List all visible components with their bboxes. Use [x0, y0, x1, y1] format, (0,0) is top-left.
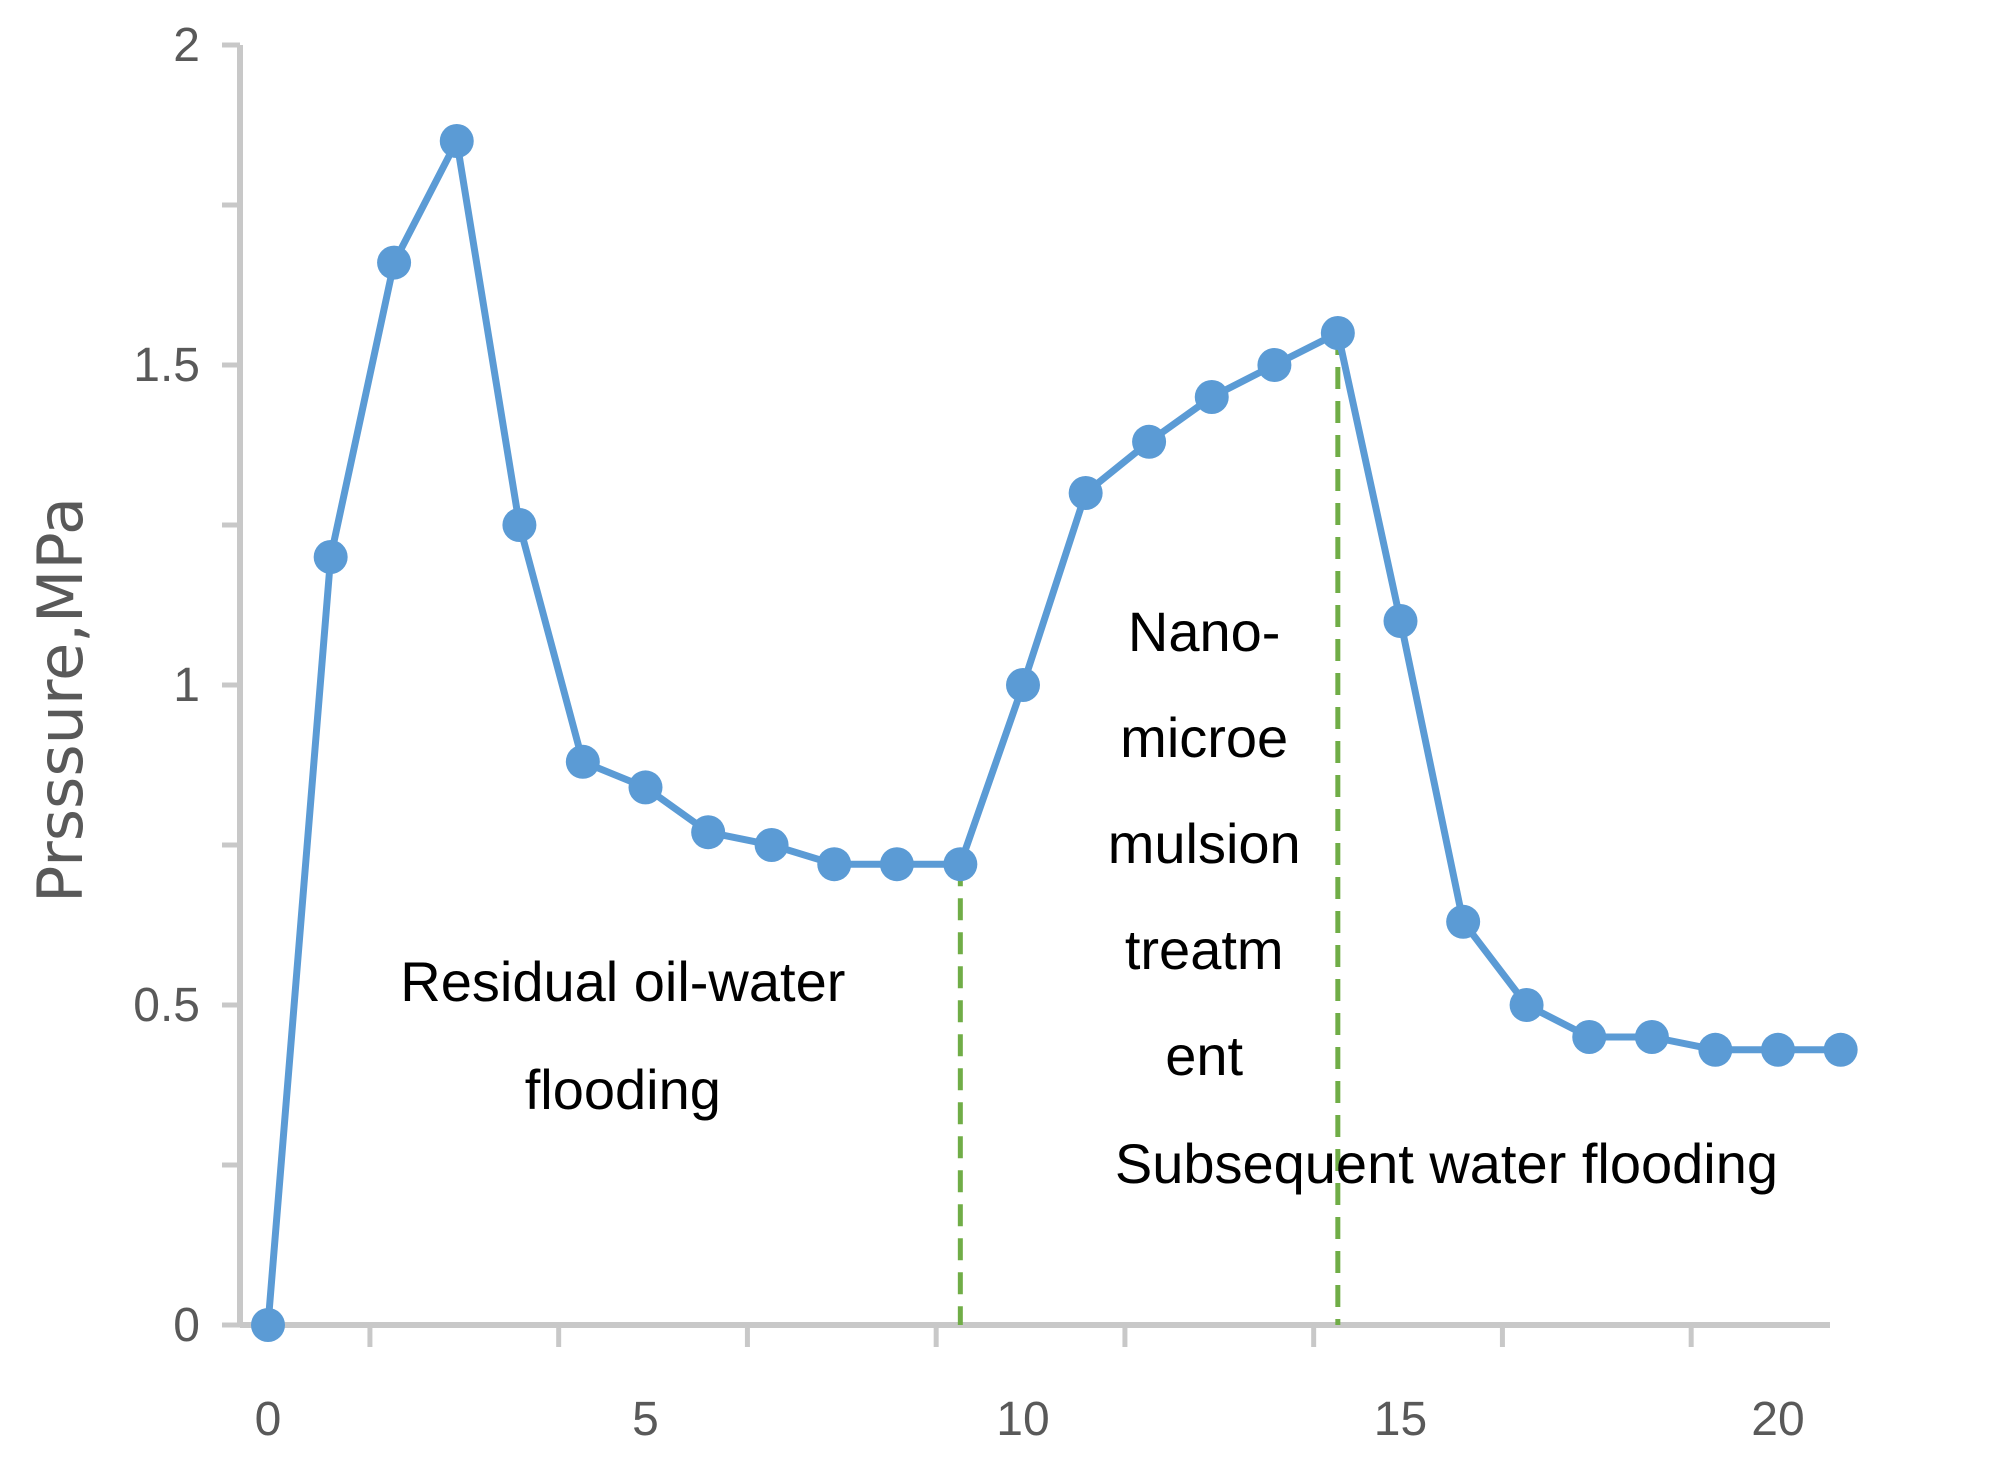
x-tick-label: 5 — [632, 1393, 659, 1446]
data-point — [628, 770, 663, 805]
data-point — [1194, 380, 1229, 414]
pressure-series — [251, 124, 1858, 1342]
y-tick-label: 1.5 — [133, 339, 200, 392]
annotation-text: treatm — [1125, 918, 1284, 981]
data-point — [251, 1308, 285, 1342]
x-tick-label: 20 — [1751, 1393, 1804, 1446]
y-tick-label: 0.5 — [133, 979, 200, 1032]
data-point — [817, 847, 852, 882]
x-tick-label: 0 — [255, 1393, 282, 1446]
data-point — [1509, 988, 1544, 1022]
data-point — [943, 847, 978, 882]
data-point — [502, 508, 537, 542]
annotation-text: Subsequent water flooding — [1115, 1132, 1778, 1195]
data-point — [1698, 1032, 1733, 1067]
x-tick-label: 15 — [1374, 1393, 1427, 1446]
phase-dividers — [957, 333, 1341, 1325]
data-point — [1132, 424, 1167, 459]
data-point — [1006, 668, 1040, 702]
data-point — [1383, 604, 1418, 638]
annotation-text: Nano- — [1128, 600, 1281, 663]
annotation-text: ent — [1165, 1024, 1243, 1087]
data-point — [313, 540, 348, 574]
y-axis-title: Prsssure,MPa — [24, 497, 97, 903]
data-point — [1068, 476, 1103, 510]
y-tick-label: 2 — [173, 19, 200, 72]
annotation-text: flooding — [525, 1058, 721, 1121]
data-point — [691, 815, 726, 850]
data-point — [1823, 1032, 1858, 1067]
data-point — [879, 847, 914, 882]
data-point — [439, 124, 474, 158]
y-tick-label: 0 — [173, 1299, 200, 1352]
y-tick-label: 1 — [173, 659, 200, 712]
data-point — [1761, 1032, 1795, 1067]
data-point — [1572, 1020, 1607, 1054]
annotation-text: mulsion — [1108, 812, 1301, 875]
data-point — [565, 744, 600, 779]
x-tick-label: 10 — [996, 1393, 1049, 1446]
phase-annotations: Residual oil-water flooding Nano-microe mul… — [400, 600, 1778, 1195]
data-point — [1257, 348, 1292, 382]
data-point — [1634, 1020, 1669, 1054]
annotation-text: Residual oil-water — [400, 950, 845, 1013]
y-axis: 0 0.5 1 1.5 2 Prsssure,MPa — [24, 19, 243, 1352]
annotation-text: microe — [1120, 706, 1288, 769]
data-point — [1320, 316, 1355, 350]
x-axis: 0 5 10 15 20 — [240, 1322, 1830, 1446]
data-point — [1446, 904, 1481, 939]
data-point — [377, 245, 412, 280]
data-point — [754, 828, 789, 862]
